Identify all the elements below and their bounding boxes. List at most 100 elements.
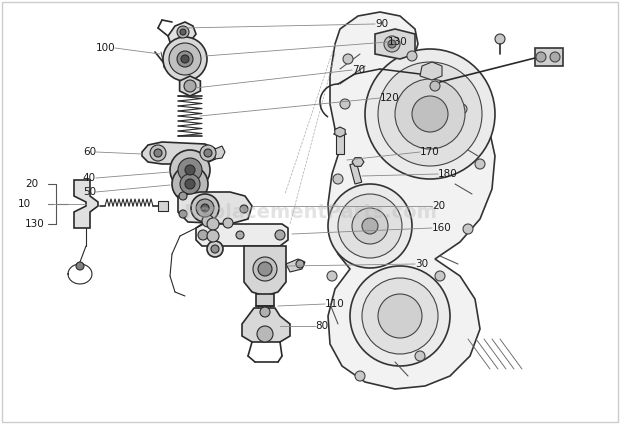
Circle shape [178,158,202,182]
Circle shape [207,218,219,230]
Circle shape [207,230,219,242]
Polygon shape [178,192,252,224]
Bar [158,201,168,211]
Circle shape [185,165,195,175]
Circle shape [407,51,417,61]
Polygon shape [352,158,364,166]
Circle shape [475,159,485,169]
Circle shape [204,149,212,157]
Bar [535,48,563,66]
Text: 130: 130 [25,219,45,229]
Circle shape [179,210,187,218]
Circle shape [198,230,208,240]
Circle shape [180,174,200,194]
Polygon shape [335,127,345,137]
Circle shape [211,245,219,253]
Circle shape [184,80,196,92]
Circle shape [260,307,270,317]
Polygon shape [328,12,495,389]
Bar [336,132,344,154]
Circle shape [202,215,214,227]
Text: 160: 160 [432,223,452,233]
Circle shape [196,199,214,217]
Polygon shape [244,246,286,296]
Circle shape [435,271,445,281]
Circle shape [163,37,207,81]
Circle shape [378,294,422,338]
Circle shape [180,29,186,35]
Text: 90: 90 [375,19,388,29]
Circle shape [388,40,396,48]
Polygon shape [168,22,196,45]
Circle shape [415,351,425,361]
Circle shape [378,62,482,166]
Circle shape [365,49,495,179]
Circle shape [395,79,465,149]
Text: 10: 10 [18,199,31,209]
Circle shape [201,204,209,212]
Circle shape [170,150,210,190]
Circle shape [150,145,166,161]
Text: 120: 120 [380,93,400,103]
Circle shape [328,184,412,268]
Polygon shape [286,259,305,272]
Circle shape [172,166,208,202]
Circle shape [362,278,438,354]
Circle shape [240,205,248,213]
Circle shape [177,26,189,38]
Text: ReplacementParts.com: ReplacementParts.com [183,203,437,221]
Circle shape [275,230,285,240]
Bar [350,163,361,184]
Circle shape [495,34,505,44]
Circle shape [223,218,233,228]
Text: 60: 60 [83,147,96,157]
Text: 20: 20 [432,201,445,211]
Circle shape [257,326,273,342]
Circle shape [352,208,388,244]
Text: 130: 130 [388,37,408,47]
Circle shape [179,192,187,200]
Circle shape [412,96,448,132]
Circle shape [362,218,378,234]
Text: 30: 30 [415,259,428,269]
Circle shape [76,262,84,270]
Circle shape [333,174,343,184]
Polygon shape [215,146,225,159]
Circle shape [343,54,353,64]
Circle shape [340,99,350,109]
Circle shape [350,266,450,366]
Circle shape [236,231,244,239]
Text: 50: 50 [83,187,96,197]
Circle shape [207,241,223,257]
Circle shape [191,194,219,222]
Circle shape [253,257,277,281]
Bar [256,294,274,306]
Circle shape [154,149,162,157]
Text: 80: 80 [315,321,328,331]
Circle shape [258,262,272,276]
Circle shape [536,52,546,62]
Circle shape [185,179,195,189]
Circle shape [177,51,193,67]
Text: 170: 170 [420,147,440,157]
Polygon shape [142,142,216,164]
Circle shape [430,81,440,91]
Text: 110: 110 [325,299,345,309]
Polygon shape [242,308,290,342]
Circle shape [355,371,365,381]
Circle shape [169,43,201,75]
Text: 40: 40 [83,173,96,183]
Polygon shape [74,180,98,228]
Circle shape [463,224,473,234]
Polygon shape [375,29,415,59]
Circle shape [550,52,560,62]
Circle shape [457,104,467,114]
Text: 180: 180 [438,169,458,179]
Polygon shape [420,62,442,80]
Circle shape [384,36,400,52]
Text: 100: 100 [95,43,115,53]
Circle shape [327,271,337,281]
Circle shape [338,194,402,258]
Polygon shape [180,76,200,96]
Circle shape [181,55,189,63]
